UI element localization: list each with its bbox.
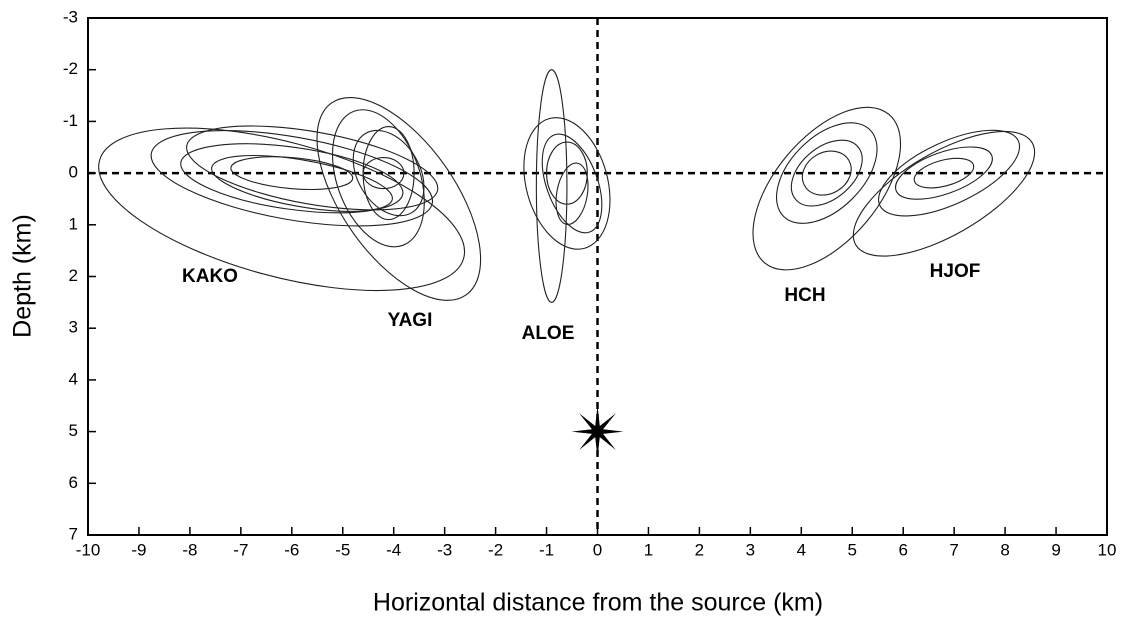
x-tick-label: 5 (848, 540, 857, 559)
y-axis-title: Depth (km) (9, 214, 37, 338)
y-tick-label: 6 (69, 473, 78, 492)
x-tick-label: -5 (335, 540, 350, 559)
x-tick-label: -3 (437, 540, 452, 559)
error-ellipse (790, 139, 863, 207)
station-label: KAKO (182, 266, 238, 287)
error-ellipse (186, 125, 439, 211)
y-tick-label: -1 (63, 111, 78, 130)
error-ellipse (555, 162, 589, 225)
x-tick-label: -4 (386, 540, 401, 559)
error-ellipse (852, 130, 1036, 257)
x-tick-label: 10 (1098, 540, 1117, 559)
y-tick-label: 1 (69, 214, 78, 233)
station-label: YAGI (388, 310, 433, 331)
y-tick-label: 0 (69, 163, 78, 182)
x-tick-label: 3 (746, 540, 755, 559)
error-ellipse (150, 130, 434, 227)
x-tick-label: 4 (797, 540, 806, 559)
y-tick-label: 5 (69, 421, 78, 440)
x-tick-label: 2 (695, 540, 704, 559)
error-ellipse (541, 133, 603, 234)
x-tick-label: 1 (644, 540, 653, 559)
error-ellipse (211, 154, 393, 212)
station-label: HJOF (930, 261, 981, 282)
x-axis-title: Horizontal distance from the source (km) (373, 589, 823, 617)
y-tick-label: 7 (69, 524, 78, 543)
x-tick-label: 6 (898, 540, 907, 559)
y-tick-label: 2 (69, 266, 78, 285)
error-ellipse (230, 156, 354, 190)
error-ellipse (331, 109, 425, 248)
error-ellipse (545, 141, 588, 205)
source-star (571, 405, 624, 458)
x-tick-label: -8 (182, 540, 197, 559)
error-ellipse (352, 129, 425, 217)
error-ellipse (98, 127, 466, 292)
error-ellipse (775, 122, 878, 224)
y-tick-label: 3 (69, 318, 78, 337)
error-ellipse (878, 129, 1021, 217)
x-tick-label: 7 (949, 540, 958, 559)
x-tick-label: 8 (1000, 540, 1009, 559)
y-tick-label: -3 (63, 7, 78, 26)
error-ellipse (752, 106, 902, 271)
error-ellipse (913, 157, 975, 189)
x-tick-label: 0 (593, 540, 602, 559)
x-tick-label: -10 (76, 540, 101, 559)
x-tick-label: -1 (539, 540, 554, 559)
y-tick-label: -2 (63, 59, 78, 78)
x-tick-label: -9 (131, 540, 146, 559)
error-ellipse (316, 97, 482, 301)
error-ellipse (180, 143, 404, 214)
x-tick-label: -6 (284, 540, 299, 559)
error-ellipse (895, 146, 993, 200)
y-tick-label: 4 (69, 369, 78, 388)
x-tick-label: -7 (233, 540, 248, 559)
x-tick-label: -2 (488, 540, 503, 559)
error-ellipse (523, 117, 611, 250)
station-label: ALOE (522, 323, 575, 344)
error-ellipse (535, 69, 568, 303)
x-tick-label: 9 (1051, 540, 1060, 559)
station-label: HCH (784, 285, 825, 306)
error-ellipse (362, 157, 405, 190)
error-ellipse (801, 150, 852, 196)
